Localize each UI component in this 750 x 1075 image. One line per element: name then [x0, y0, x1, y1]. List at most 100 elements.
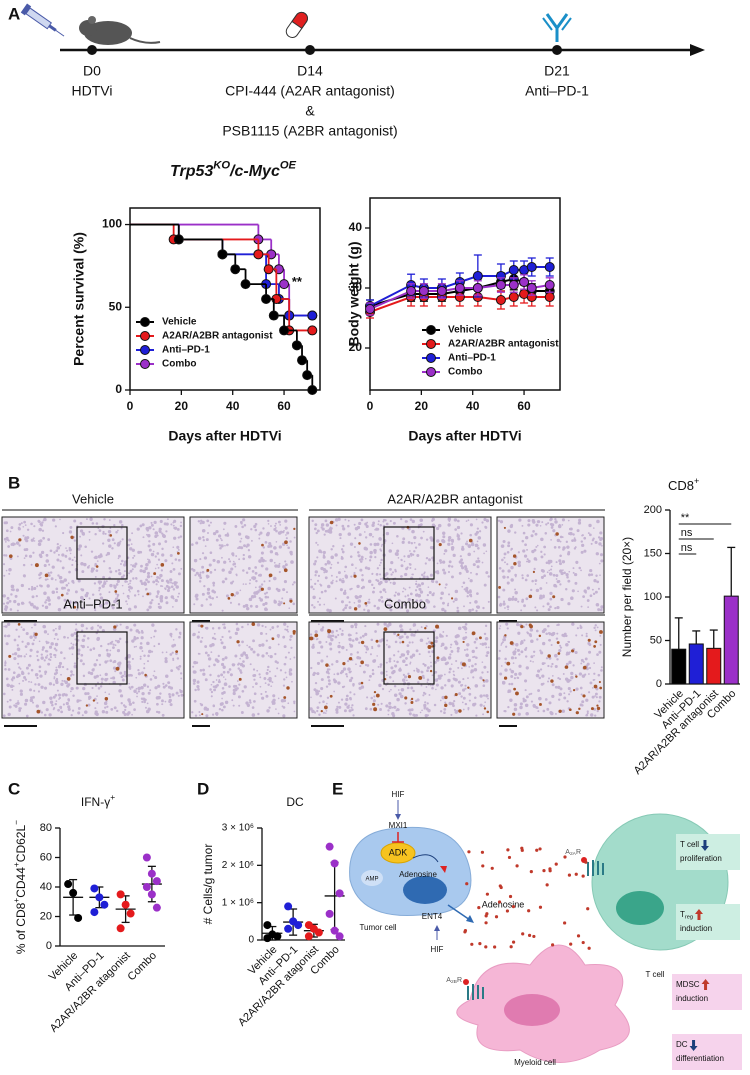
cell-nucleus [144, 582, 147, 585]
cell-nucleus [501, 544, 505, 548]
cell-nucleus [176, 546, 179, 549]
cd8-cell [506, 662, 510, 666]
cell-nucleus [207, 588, 210, 591]
cell-nucleus [208, 657, 211, 660]
cell-nucleus [151, 599, 153, 601]
cell-nucleus [520, 643, 522, 645]
cell-nucleus [588, 691, 590, 693]
cell-nucleus [345, 673, 347, 675]
cell-nucleus [128, 683, 130, 685]
cd8-cell [67, 677, 71, 681]
cell-nucleus [326, 523, 329, 526]
superscript: + [694, 476, 699, 486]
cd8-cell [424, 627, 426, 629]
cell-nucleus [238, 603, 240, 605]
cell-nucleus [556, 658, 558, 660]
cell-nucleus [485, 526, 488, 529]
cell-nucleus [385, 704, 388, 707]
cell-nucleus [557, 580, 560, 583]
cell-nucleus [409, 712, 412, 715]
cell-nucleus [600, 669, 603, 672]
cell-nucleus [451, 543, 453, 545]
cell-nucleus [200, 522, 202, 524]
cell-nucleus [138, 631, 141, 634]
cell-nucleus [95, 684, 97, 686]
cell-nucleus [47, 578, 49, 580]
cell-nucleus [149, 549, 152, 552]
cell-nucleus [525, 704, 528, 707]
cell-nucleus [77, 648, 80, 651]
cell-nucleus [255, 580, 257, 582]
cell-nucleus [82, 639, 85, 642]
cell-nucleus [105, 673, 108, 676]
cell-nucleus [81, 624, 85, 628]
cell-nucleus [319, 604, 321, 606]
cd8-cell [8, 655, 11, 658]
cell-nucleus [286, 544, 288, 546]
cell-nucleus [23, 564, 25, 566]
cd8-cell [451, 597, 453, 599]
cell-nucleus [278, 698, 280, 700]
cell-nucleus [518, 564, 521, 567]
cell-nucleus [59, 560, 61, 562]
cell-nucleus [353, 693, 355, 695]
cell-nucleus [221, 641, 224, 644]
cell-nucleus [593, 579, 596, 582]
cell-nucleus [174, 527, 177, 530]
cell-nucleus [595, 624, 597, 626]
cell-nucleus [55, 649, 57, 651]
cell-nucleus [372, 672, 375, 675]
cell-nucleus [281, 699, 285, 703]
cell-nucleus [225, 679, 227, 681]
cell-nucleus [345, 698, 348, 701]
cell-nucleus [42, 625, 46, 629]
cell-nucleus [104, 706, 106, 708]
cell-nucleus [348, 532, 352, 536]
cell-nucleus [16, 541, 19, 544]
cell-nucleus [346, 596, 349, 599]
cell-nucleus [322, 528, 325, 531]
cell-nucleus [193, 682, 196, 685]
cell-nucleus [547, 602, 550, 605]
cell-nucleus [257, 623, 260, 626]
cell-nucleus [325, 576, 328, 579]
cell-nucleus [507, 569, 510, 572]
cell-nucleus [310, 633, 312, 635]
cell-nucleus [597, 710, 599, 712]
cell-nucleus [122, 679, 125, 682]
cd8-cell [539, 635, 541, 637]
cell-nucleus [293, 581, 296, 584]
cell-nucleus [156, 552, 159, 555]
cell-nucleus [58, 698, 60, 700]
cell-nucleus [514, 598, 517, 601]
cell-nucleus [526, 574, 529, 577]
cell-nucleus [375, 528, 378, 531]
cell-nucleus [429, 655, 431, 657]
cell-nucleus [344, 571, 346, 573]
y-tick-label: 0 [656, 678, 662, 690]
weight-marker [509, 293, 518, 302]
cell-nucleus [41, 656, 44, 659]
cell-nucleus [270, 525, 272, 527]
cell-nucleus [553, 574, 556, 577]
cell-nucleus [539, 594, 542, 597]
cell-nucleus [396, 552, 399, 555]
cell-nucleus [199, 558, 201, 560]
cell-nucleus [161, 553, 164, 556]
cell-nucleus [55, 667, 57, 669]
cell-nucleus [209, 563, 212, 566]
cell-nucleus [530, 628, 533, 631]
cd8-cell [283, 696, 286, 699]
cell-nucleus [386, 671, 388, 673]
cell-nucleus [473, 563, 476, 566]
cell-nucleus [508, 689, 511, 692]
cell-nucleus [28, 664, 31, 667]
cell-nucleus [600, 605, 603, 608]
cd8-cell [293, 528, 295, 530]
cell-nucleus [435, 689, 437, 691]
cell-nucleus [346, 695, 349, 698]
cell-nucleus [362, 586, 365, 589]
data-point [143, 854, 151, 862]
cell-nucleus [473, 551, 475, 553]
cell-nucleus [371, 639, 374, 642]
